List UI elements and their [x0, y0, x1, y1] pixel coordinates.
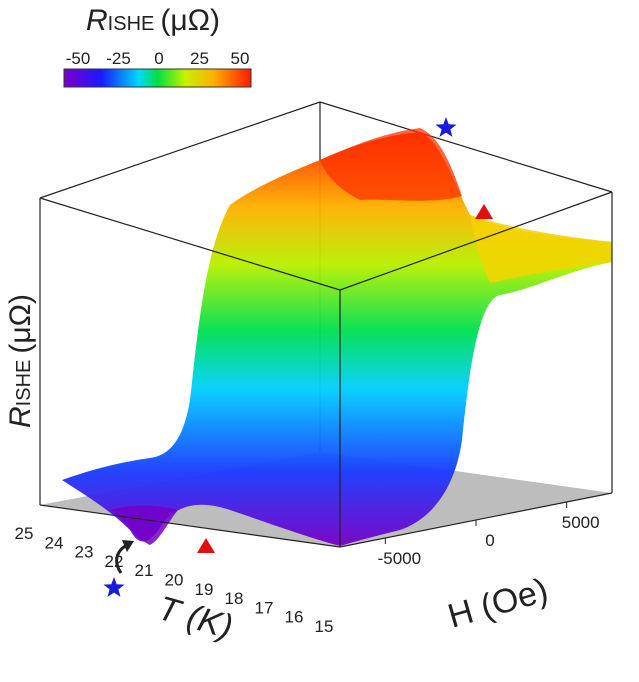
triangle-marker: [475, 204, 493, 219]
colorbar-title-sub: ISHE: [108, 13, 155, 35]
t-axis-tick-label: 18: [225, 589, 244, 608]
colorbar-title-italic: R: [86, 4, 108, 37]
triangle-marker: [197, 538, 215, 553]
surface-plateau-right: [470, 215, 612, 283]
z-axis-title-italic: R: [4, 406, 37, 428]
box-front-edges: [39, 191, 613, 548]
t-axis-tick-labels: 25 24 23 22 21 20 19 18 17 16 15: [15, 524, 334, 636]
star-marker: [103, 577, 125, 597]
t-axis-tick-label: 25: [15, 524, 34, 543]
colorbar: RISHE (μΩ) -50 -25 0 25 50: [63, 4, 252, 88]
t-axis-tick-label: 21: [135, 561, 154, 580]
t-axis-tick-label: 20: [165, 571, 184, 590]
colorbar-tick-label: -25: [106, 49, 131, 68]
markers: [103, 117, 493, 597]
colorbar-tick-label: 50: [231, 49, 250, 68]
z-axis-title: RISHE (μΩ): [4, 294, 37, 428]
h-axis-tick-label: -5000: [378, 549, 421, 568]
colorbar-title-unit: (μΩ): [160, 4, 220, 37]
colorbar-tick-label: 0: [154, 49, 163, 68]
z-axis-title-sub: ISHE: [13, 360, 35, 407]
surface-peak: [320, 128, 462, 201]
surface-dip: [110, 505, 178, 545]
h-axis-tick-label: 0: [485, 531, 494, 550]
colorbar-title: RISHE (μΩ): [86, 4, 220, 37]
rishe-surface: [62, 128, 612, 546]
h-axis-tick-labels: -5000 0 5000: [378, 502, 600, 568]
t-axis-tick-label: 23: [75, 543, 94, 562]
colorbar-tick-label: -50: [66, 49, 91, 68]
star-marker: [435, 117, 457, 137]
z-axis-title-unit: (μΩ): [4, 294, 37, 354]
t-axis-tick-label: 24: [45, 533, 64, 552]
colorbar-gradient: [63, 68, 252, 88]
annotation-arrow-head: [122, 540, 134, 552]
colorbar-tick-labels: -50 -25 0 25 50: [66, 49, 250, 68]
t-axis-tick-label: 19: [195, 580, 214, 599]
t-axis-tick-label: 17: [255, 598, 274, 617]
t-axis-tick-label: 16: [285, 608, 304, 627]
h-axis-tick-label: 5000: [562, 513, 600, 532]
h-axis-title: H (Oe): [444, 571, 553, 636]
t-axis-tick-label: 22: [105, 552, 124, 571]
colorbar-tick-label: 25: [190, 49, 209, 68]
t-axis-tick-label: 15: [315, 617, 334, 636]
